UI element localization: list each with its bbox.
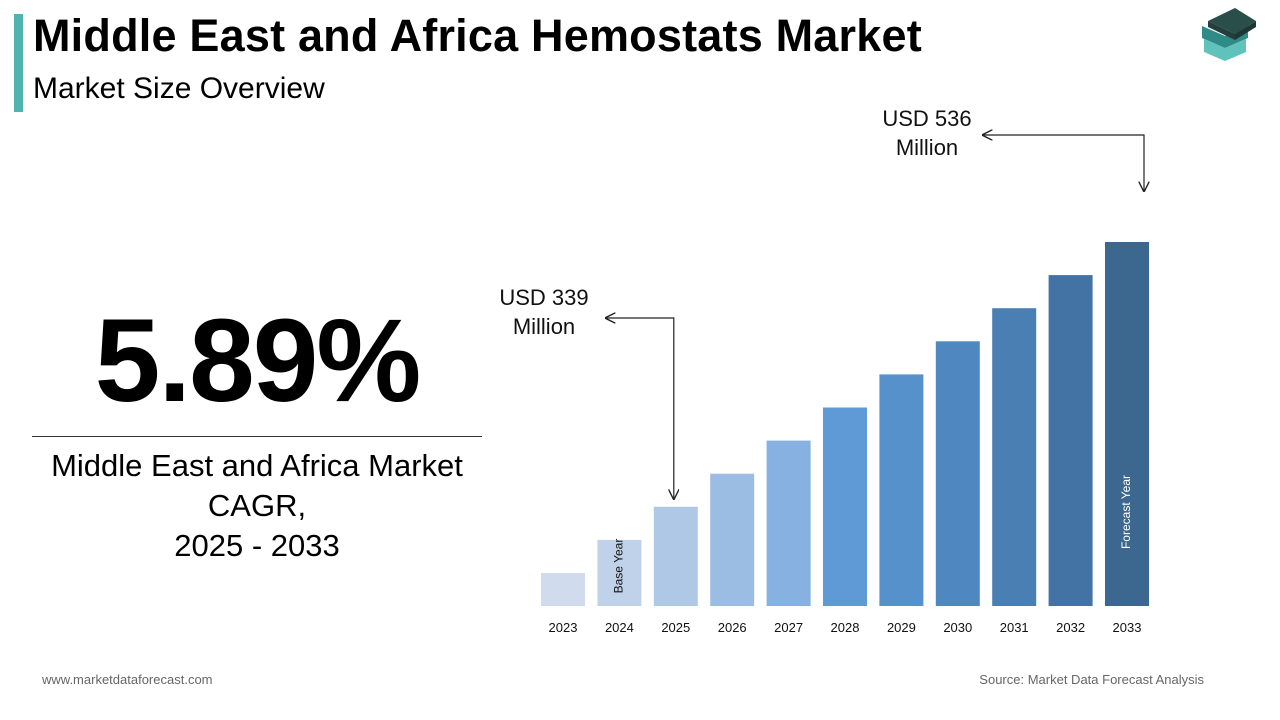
- bar-2032: [1048, 275, 1093, 606]
- x-tick-label: 2033: [1113, 620, 1142, 635]
- footer-source: Source: Market Data Forecast Analysis: [979, 672, 1204, 687]
- x-tick-label: 2025: [661, 620, 690, 635]
- bar-2030: [935, 341, 980, 606]
- bar-2023: [541, 573, 585, 606]
- x-tick-label: 2023: [549, 620, 578, 635]
- page-title: Middle East and Africa Hemostats Market: [33, 10, 922, 61]
- bar-2027: [766, 440, 811, 606]
- cagr-label: Middle East and Africa Market CAGR, 2025…: [22, 446, 492, 566]
- bar-label-2024: Base Year: [612, 539, 626, 594]
- bar-2024: [597, 539, 642, 606]
- x-tick-label: 2026: [718, 620, 747, 635]
- bar-2029: [879, 374, 924, 606]
- bar-2026: [710, 473, 755, 606]
- cagr-label-line3: 2025 - 2033: [174, 528, 340, 563]
- annotation-start-arrow: [606, 318, 674, 499]
- footer-website: www.marketdataforecast.com: [42, 672, 213, 687]
- bar-label-2033: Forecast Year: [1119, 475, 1133, 549]
- x-tick-label: 2024: [605, 620, 634, 635]
- bar-2025: [653, 506, 698, 606]
- x-tick-label: 2029: [887, 620, 916, 635]
- x-tick-label: 2032: [1056, 620, 1085, 635]
- cagr-value: 5.89%: [94, 295, 422, 427]
- divider: [32, 436, 482, 437]
- annotation-end-arrow: [983, 135, 1144, 191]
- annotation-start-line1: USD 339: [499, 285, 588, 310]
- annotation-end-line1: USD 536: [882, 106, 971, 131]
- cagr-label-line1: Middle East and Africa Market: [51, 448, 463, 483]
- x-tick-label: 2027: [774, 620, 803, 635]
- annotation-start-line2: Million: [513, 314, 575, 339]
- cagr-label-line2: CAGR,: [207, 488, 307, 523]
- page-subtitle: Market Size Overview: [33, 72, 325, 105]
- bar-2028: [823, 407, 867, 606]
- bar-2033: [1105, 242, 1149, 606]
- x-tick-label: 2031: [1000, 620, 1029, 635]
- x-tick-label: 2028: [831, 620, 860, 635]
- accent-bar: [14, 14, 23, 112]
- bar-2031: [992, 308, 1037, 606]
- annotation-end-line2: Million: [896, 135, 958, 160]
- x-tick-label: 2030: [943, 620, 972, 635]
- stacked-layers-icon: [1202, 8, 1256, 61]
